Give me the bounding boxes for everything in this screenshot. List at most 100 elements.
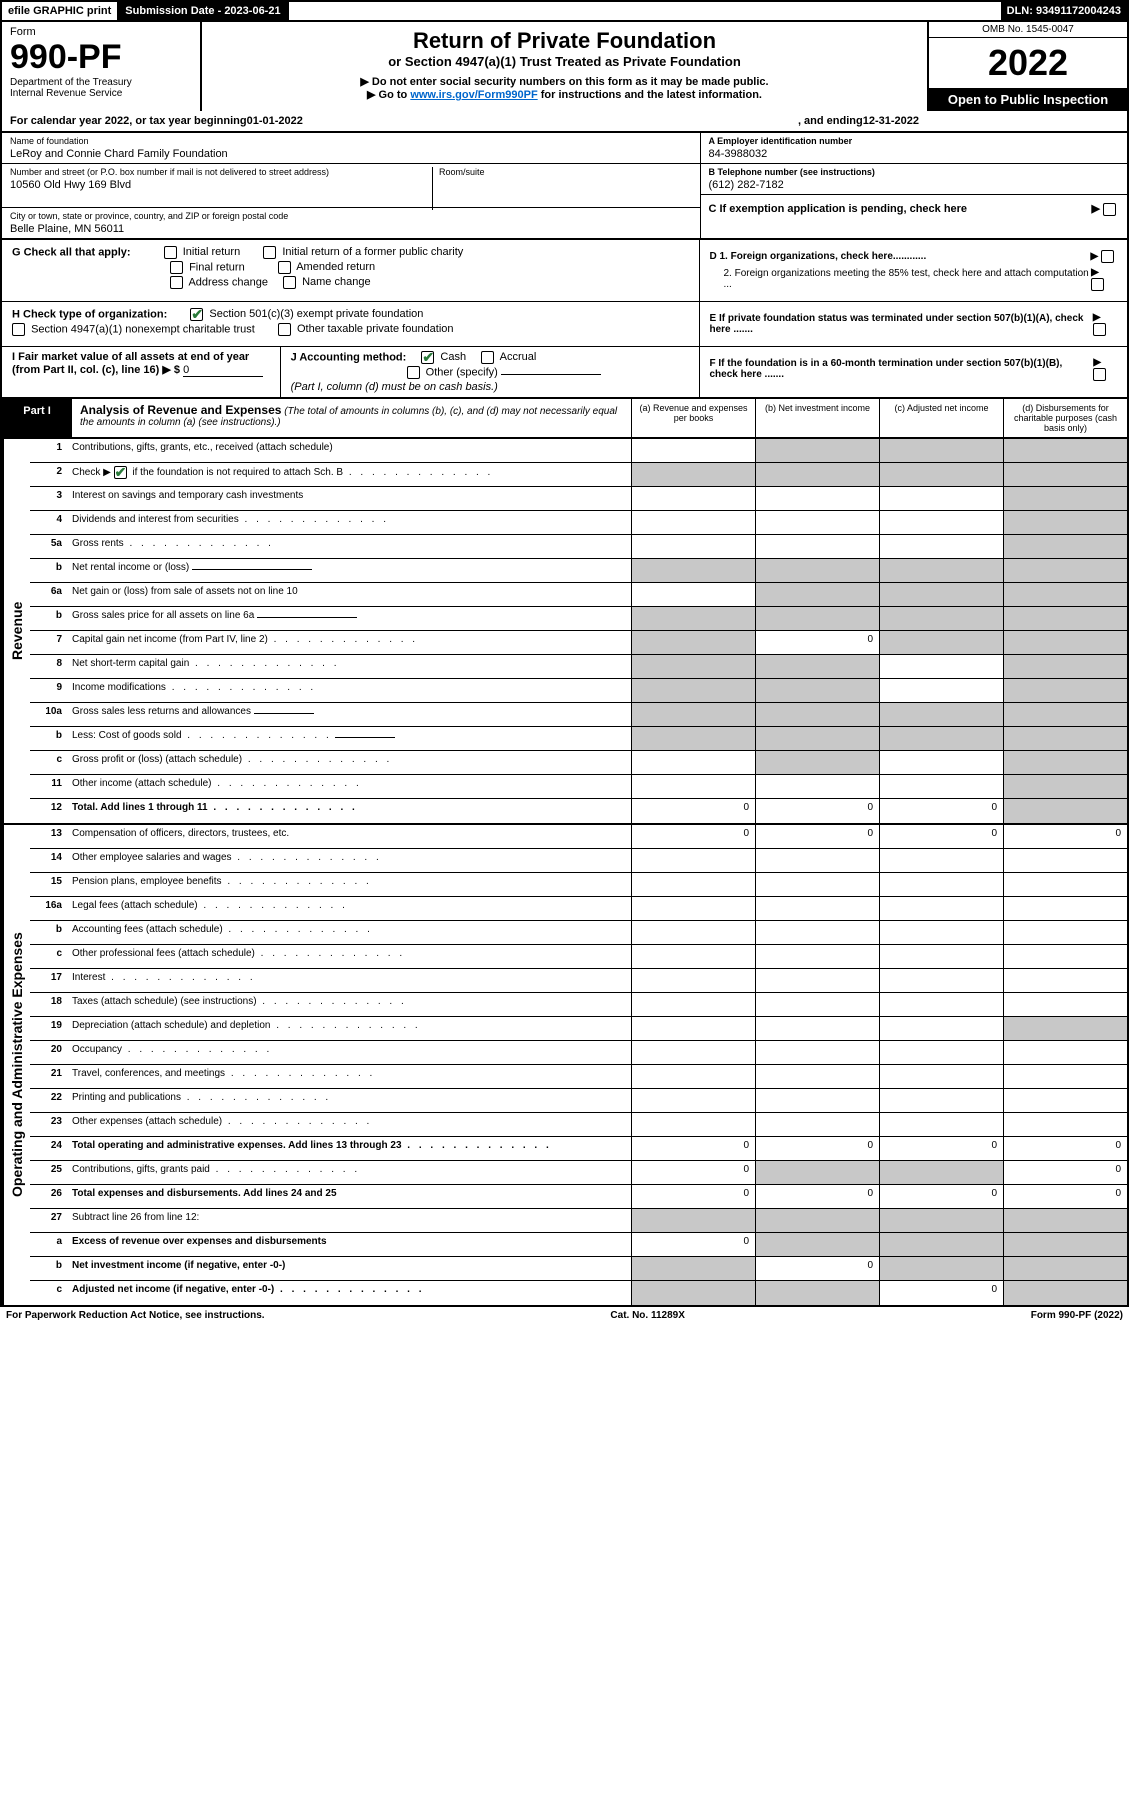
section-i: I Fair market value of all assets at end… [2, 347, 281, 397]
e-checkbox[interactable] [1093, 323, 1106, 336]
row-27b: Net investment income (if negative, ente… [68, 1257, 631, 1280]
row-2: Check ▶ if the foundation is not require… [68, 463, 631, 486]
d2-text: 2. Foreign organizations meeting the 85%… [710, 268, 1092, 290]
pending-cell: C If exemption application is pending, c… [701, 195, 1128, 223]
row-26: Total expenses and disbursements. Add li… [68, 1185, 631, 1208]
g-opt-1: Initial return of a former public charit… [282, 246, 463, 258]
arrow-icon: ▶ [1091, 267, 1099, 278]
instr-2-post: for instructions and the latest informat… [538, 89, 762, 101]
h-4947-checkbox[interactable] [12, 323, 25, 336]
g-opt-4: Address change [188, 276, 268, 288]
j-note: (Part I, column (d) must be on cash basi… [291, 381, 689, 393]
section-f: F If the foundation is in a 60-month ter… [700, 347, 1128, 397]
j-other-checkbox[interactable] [407, 366, 420, 379]
tax-year: 2022 [929, 38, 1127, 88]
g-name-change[interactable] [283, 276, 296, 289]
f-checkbox[interactable] [1093, 368, 1106, 381]
row-16c: Other professional fees (attach schedule… [68, 945, 631, 968]
h-501c3-checkbox[interactable] [190, 308, 203, 321]
pending-checkbox[interactable] [1103, 203, 1116, 216]
row-7: Capital gain net income (from Part IV, l… [68, 631, 631, 654]
irs-label: Internal Revenue Service [10, 88, 192, 99]
part1-label: Part I [2, 399, 72, 437]
row-3: Interest on savings and temporary cash i… [68, 487, 631, 510]
calendar-year-row: For calendar year 2022, or tax year begi… [0, 111, 1129, 133]
e-text: E If private foundation status was termi… [710, 313, 1093, 335]
g-opt-5: Name change [302, 276, 371, 288]
section-g: G Check all that apply: Initial return I… [2, 240, 700, 301]
footer-right: Form 990-PF (2022) [1031, 1310, 1123, 1321]
d1-checkbox[interactable] [1101, 250, 1114, 263]
footer-center: Cat. No. 11289X [610, 1310, 684, 1321]
g-initial-public[interactable] [263, 246, 276, 259]
instr-2-pre: ▶ Go to [367, 89, 410, 101]
cal-pre: For calendar year 2022, or tax year begi… [10, 115, 247, 127]
g-opt-2: Final return [189, 261, 245, 273]
g-label: G Check all that apply: [12, 246, 131, 258]
j-label: J Accounting method: [291, 351, 407, 363]
row-10b: Less: Cost of goods sold [68, 727, 631, 750]
j-cash-checkbox[interactable] [421, 351, 434, 364]
section-e: E If private foundation status was termi… [700, 302, 1128, 346]
form-link[interactable]: www.irs.gov/Form990PF [410, 89, 537, 101]
section-h: H Check type of organization: Section 50… [2, 302, 700, 346]
header-right: OMB No. 1545-0047 2022 Open to Public In… [927, 22, 1127, 111]
header-center: Return of Private Foundation or Section … [202, 22, 927, 111]
arrow-icon: ▶ [1093, 312, 1101, 323]
footer-left: For Paperwork Reduction Act Notice, see … [6, 1310, 265, 1321]
j-accrual-checkbox[interactable] [481, 351, 494, 364]
row-5a: Gross rents [68, 535, 631, 558]
name-label: Name of foundation [10, 136, 692, 146]
g-final-return[interactable] [170, 261, 183, 274]
expenses-table: Operating and Administrative Expenses 13… [0, 825, 1129, 1307]
g-opt-3: Amended return [296, 261, 375, 273]
open-inspection: Open to Public Inspection [929, 88, 1127, 111]
row-6a: Net gain or (loss) from sale of assets n… [68, 583, 631, 606]
form-title: Return of Private Foundation [212, 28, 917, 54]
row-10c: Gross profit or (loss) (attach schedule) [68, 751, 631, 774]
row-15: Pension plans, employee benefits [68, 873, 631, 896]
city-value: Belle Plaine, MN 56011 [10, 221, 692, 235]
row-25: Contributions, gifts, grants paid [68, 1161, 631, 1184]
part1-desc: Analysis of Revenue and Expenses (The to… [72, 399, 631, 437]
room-suite-label: Room/suite [432, 167, 485, 210]
row-27a: Excess of revenue over expenses and disb… [68, 1233, 631, 1256]
row-27: Subtract line 26 from line 12: [68, 1209, 631, 1232]
col-c-head: (c) Adjusted net income [879, 399, 1003, 437]
form-subtitle: or Section 4947(a)(1) Trust Treated as P… [212, 54, 917, 69]
foundation-name: LeRoy and Connie Chard Family Foundation [10, 146, 692, 160]
g-initial-return[interactable] [164, 246, 177, 259]
city-cell: City or town, state or province, country… [2, 208, 700, 238]
footer: For Paperwork Reduction Act Notice, see … [0, 1307, 1129, 1324]
row-11: Other income (attach schedule) [68, 775, 631, 798]
row-24: Total operating and administrative expen… [68, 1137, 631, 1160]
row-27c: Adjusted net income (if negative, enter … [68, 1281, 631, 1305]
g-amended[interactable] [278, 261, 291, 274]
row-23: Other expenses (attach schedule) [68, 1113, 631, 1136]
phone-cell: B Telephone number (see instructions) (6… [701, 164, 1128, 195]
row-21: Travel, conferences, and meetings [68, 1065, 631, 1088]
cal-end: 12-31-2022 [863, 115, 919, 127]
revenue-side-label: Revenue [2, 439, 30, 823]
form-word: Form [10, 26, 192, 38]
address-label: Number and street (or P.O. box number if… [10, 167, 692, 177]
g-address-change[interactable] [170, 276, 183, 289]
row-16b: Accounting fees (attach schedule) [68, 921, 631, 944]
efile-print[interactable]: efile GRAPHIC print [2, 2, 119, 20]
header-left: Form 990-PF Department of the Treasury I… [2, 22, 202, 111]
revenue-table: Revenue 1Contributions, gifts, grants, e… [0, 439, 1129, 825]
h-other-taxable-checkbox[interactable] [278, 323, 291, 336]
schb-checkbox[interactable] [114, 466, 127, 479]
pending-label: C If exemption application is pending, c… [709, 203, 968, 215]
row-13: Compensation of officers, directors, tru… [68, 825, 631, 848]
cal-begin: 01-01-2022 [247, 115, 303, 127]
row-4: Dividends and interest from securities [68, 511, 631, 534]
row-17: Interest [68, 969, 631, 992]
f-text: F If the foundation is in a 60-month ter… [710, 358, 1094, 380]
part1-header: Part I Analysis of Revenue and Expenses … [0, 399, 1129, 439]
row-19: Depreciation (attach schedule) and deple… [68, 1017, 631, 1040]
info-grid: Name of foundation LeRoy and Connie Char… [0, 133, 1129, 240]
expenses-side-label: Operating and Administrative Expenses [2, 825, 30, 1305]
d2-checkbox[interactable] [1091, 278, 1104, 291]
row-1: Contributions, gifts, grants, etc., rece… [68, 439, 631, 462]
